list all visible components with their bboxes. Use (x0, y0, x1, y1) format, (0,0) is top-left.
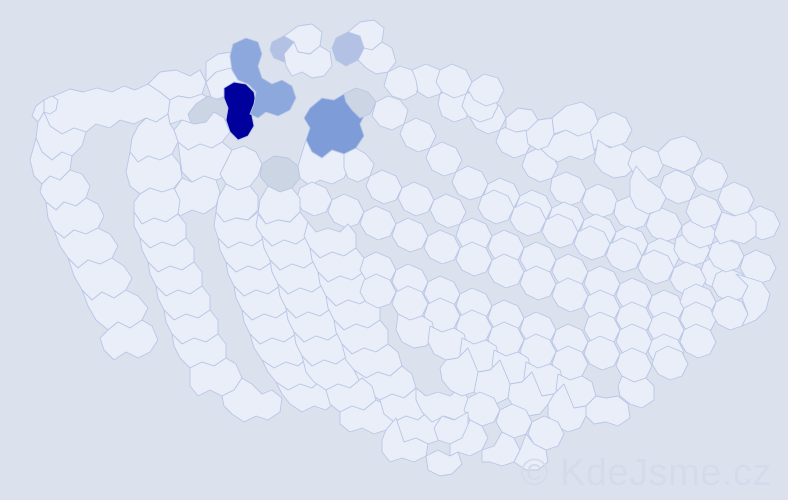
district-region[interactable] (455, 241, 493, 277)
district-region[interactable] (739, 249, 777, 285)
district-region[interactable] (171, 175, 221, 217)
district-region[interactable] (99, 319, 159, 361)
district-region[interactable] (525, 117, 555, 151)
district-region[interactable] (573, 225, 611, 261)
district-region[interactable] (425, 141, 463, 177)
district-region[interactable] (593, 139, 637, 179)
district-region[interactable] (327, 193, 365, 229)
district-region[interactable] (31, 99, 45, 123)
district-region[interactable] (477, 189, 515, 225)
district-region[interactable] (505, 107, 539, 133)
district-region[interactable] (551, 101, 599, 137)
district-region[interactable] (551, 277, 589, 313)
district-region[interactable] (357, 41, 397, 75)
district-region[interactable] (423, 229, 461, 265)
district-region[interactable] (147, 69, 207, 101)
district-region[interactable] (391, 217, 429, 253)
district-region[interactable] (397, 181, 435, 217)
district-region[interactable] (399, 117, 437, 153)
district-region[interactable] (637, 249, 675, 285)
district-region[interactable] (297, 139, 351, 187)
district-region[interactable] (283, 41, 333, 79)
district-region[interactable] (487, 253, 525, 289)
district-region[interactable] (583, 335, 621, 371)
district-region[interactable] (513, 433, 549, 471)
district-region[interactable] (371, 95, 409, 131)
district-region[interactable] (527, 415, 565, 451)
district-region-liberec[interactable] (229, 37, 297, 119)
district-region-ceska-lipa[interactable] (223, 81, 257, 141)
district-region[interactable] (81, 289, 149, 331)
district-region[interactable] (381, 417, 429, 463)
district-region[interactable] (429, 193, 467, 229)
district-region[interactable] (215, 183, 259, 223)
district-region[interactable] (629, 165, 667, 215)
district-region[interactable] (509, 201, 547, 237)
district-region[interactable] (359, 205, 397, 241)
district-region[interactable] (451, 165, 489, 201)
district-region[interactable] (651, 345, 689, 381)
district-region[interactable] (547, 383, 587, 433)
district-region[interactable] (439, 347, 479, 397)
district-region-nymburk[interactable] (343, 87, 377, 119)
district-region[interactable] (425, 449, 463, 477)
district-region[interactable] (541, 213, 579, 249)
district-region[interactable] (685, 193, 723, 229)
district-region[interactable] (519, 265, 557, 301)
district-region[interactable] (717, 181, 755, 217)
district-region[interactable] (679, 323, 717, 359)
district-region-praha[interactable] (259, 155, 301, 193)
district-region[interactable] (365, 169, 403, 205)
district-region[interactable] (585, 395, 631, 427)
district-region[interactable] (383, 65, 421, 101)
district-region[interactable] (581, 183, 619, 219)
district-region[interactable] (467, 73, 505, 107)
district-region[interactable] (549, 171, 587, 207)
district-region[interactable] (605, 237, 643, 273)
district-region[interactable] (221, 377, 283, 423)
district-region[interactable] (713, 211, 757, 245)
district-region[interactable] (125, 151, 183, 195)
district-region[interactable] (617, 375, 655, 409)
district-region[interactable] (735, 273, 771, 327)
district-region[interactable] (657, 135, 703, 173)
district-region[interactable] (359, 273, 397, 309)
